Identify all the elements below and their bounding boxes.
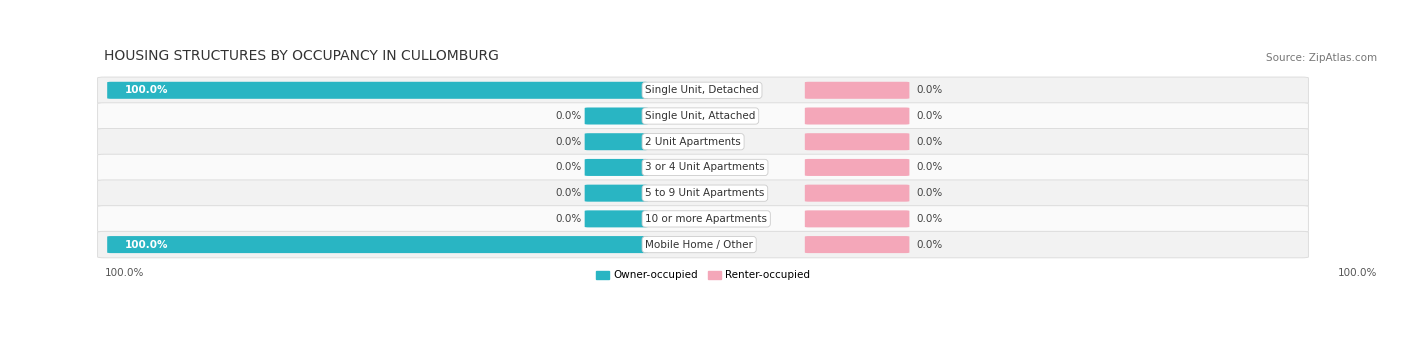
FancyBboxPatch shape [804, 133, 910, 150]
FancyBboxPatch shape [107, 236, 648, 253]
Text: 0.0%: 0.0% [917, 137, 942, 147]
Text: 0.0%: 0.0% [555, 137, 582, 147]
FancyBboxPatch shape [585, 210, 648, 227]
Text: Single Unit, Detached: Single Unit, Detached [645, 85, 759, 95]
FancyBboxPatch shape [804, 107, 910, 124]
Text: 0.0%: 0.0% [555, 111, 582, 121]
FancyBboxPatch shape [585, 133, 648, 150]
FancyBboxPatch shape [107, 82, 648, 99]
Text: 0.0%: 0.0% [917, 162, 942, 172]
Text: 100.0%: 100.0% [104, 268, 143, 278]
Text: 0.0%: 0.0% [917, 111, 942, 121]
FancyBboxPatch shape [97, 232, 1309, 258]
FancyBboxPatch shape [585, 185, 648, 202]
Text: HOUSING STRUCTURES BY OCCUPANCY IN CULLOMBURG: HOUSING STRUCTURES BY OCCUPANCY IN CULLO… [104, 49, 499, 63]
FancyBboxPatch shape [97, 154, 1309, 181]
FancyBboxPatch shape [97, 103, 1309, 129]
FancyBboxPatch shape [585, 159, 648, 176]
Text: 100.0%: 100.0% [125, 85, 169, 95]
Text: 10 or more Apartments: 10 or more Apartments [645, 214, 768, 224]
Text: 3 or 4 Unit Apartments: 3 or 4 Unit Apartments [645, 162, 765, 172]
FancyBboxPatch shape [97, 77, 1309, 104]
Legend: Owner-occupied, Renter-occupied: Owner-occupied, Renter-occupied [592, 266, 814, 285]
Text: Mobile Home / Other: Mobile Home / Other [645, 240, 754, 250]
Text: 100.0%: 100.0% [125, 240, 169, 250]
FancyBboxPatch shape [804, 82, 910, 99]
Text: 0.0%: 0.0% [917, 188, 942, 198]
Text: Single Unit, Attached: Single Unit, Attached [645, 111, 755, 121]
Text: Source: ZipAtlas.com: Source: ZipAtlas.com [1267, 53, 1378, 63]
Text: 0.0%: 0.0% [917, 214, 942, 224]
FancyBboxPatch shape [804, 210, 910, 227]
Text: 0.0%: 0.0% [917, 240, 942, 250]
Text: 0.0%: 0.0% [917, 85, 942, 95]
FancyBboxPatch shape [97, 206, 1309, 232]
Text: 0.0%: 0.0% [555, 214, 582, 224]
FancyBboxPatch shape [585, 107, 648, 124]
FancyBboxPatch shape [804, 159, 910, 176]
FancyBboxPatch shape [804, 236, 910, 253]
Text: 5 to 9 Unit Apartments: 5 to 9 Unit Apartments [645, 188, 765, 198]
Text: 2 Unit Apartments: 2 Unit Apartments [645, 137, 741, 147]
Text: 0.0%: 0.0% [555, 188, 582, 198]
Text: 100.0%: 100.0% [1339, 268, 1378, 278]
FancyBboxPatch shape [804, 185, 910, 202]
Text: 0.0%: 0.0% [555, 162, 582, 172]
FancyBboxPatch shape [97, 180, 1309, 206]
FancyBboxPatch shape [97, 129, 1309, 155]
